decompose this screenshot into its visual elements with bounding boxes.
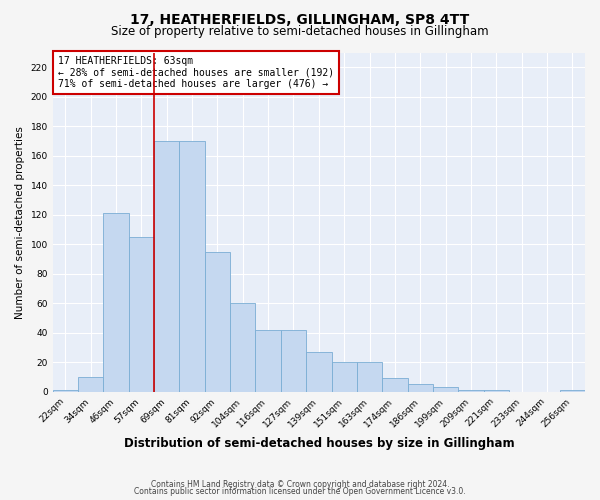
Text: Contains HM Land Registry data © Crown copyright and database right 2024.: Contains HM Land Registry data © Crown c… (151, 480, 449, 489)
Bar (357, 362, 382, 392)
Y-axis label: Number of semi-detached properties: Number of semi-detached properties (15, 126, 25, 318)
Text: 17 HEATHERFIELDS: 63sqm
← 28% of semi-detached houses are smaller (192)
71% of s: 17 HEATHERFIELDS: 63sqm ← 28% of semi-de… (58, 56, 334, 89)
Bar (53, 390, 78, 392)
Bar (78, 377, 103, 392)
X-axis label: Distribution of semi-detached houses by size in Gillingham: Distribution of semi-detached houses by … (124, 437, 514, 450)
Bar (560, 390, 585, 392)
Bar (154, 141, 179, 392)
Bar (382, 378, 407, 392)
Bar (433, 388, 458, 392)
Bar (129, 237, 154, 392)
Text: Size of property relative to semi-detached houses in Gillingham: Size of property relative to semi-detach… (111, 25, 489, 38)
Bar (256, 330, 281, 392)
Bar (484, 390, 509, 392)
Bar (179, 141, 205, 392)
Bar (332, 362, 357, 392)
Bar (230, 303, 256, 392)
Bar (306, 352, 332, 392)
Bar (281, 330, 306, 392)
Bar (458, 390, 484, 392)
Bar (103, 214, 129, 392)
Bar (407, 384, 433, 392)
Text: Contains public sector information licensed under the Open Government Licence v3: Contains public sector information licen… (134, 487, 466, 496)
Bar (205, 252, 230, 392)
Text: 17, HEATHERFIELDS, GILLINGHAM, SP8 4TT: 17, HEATHERFIELDS, GILLINGHAM, SP8 4TT (130, 12, 470, 26)
